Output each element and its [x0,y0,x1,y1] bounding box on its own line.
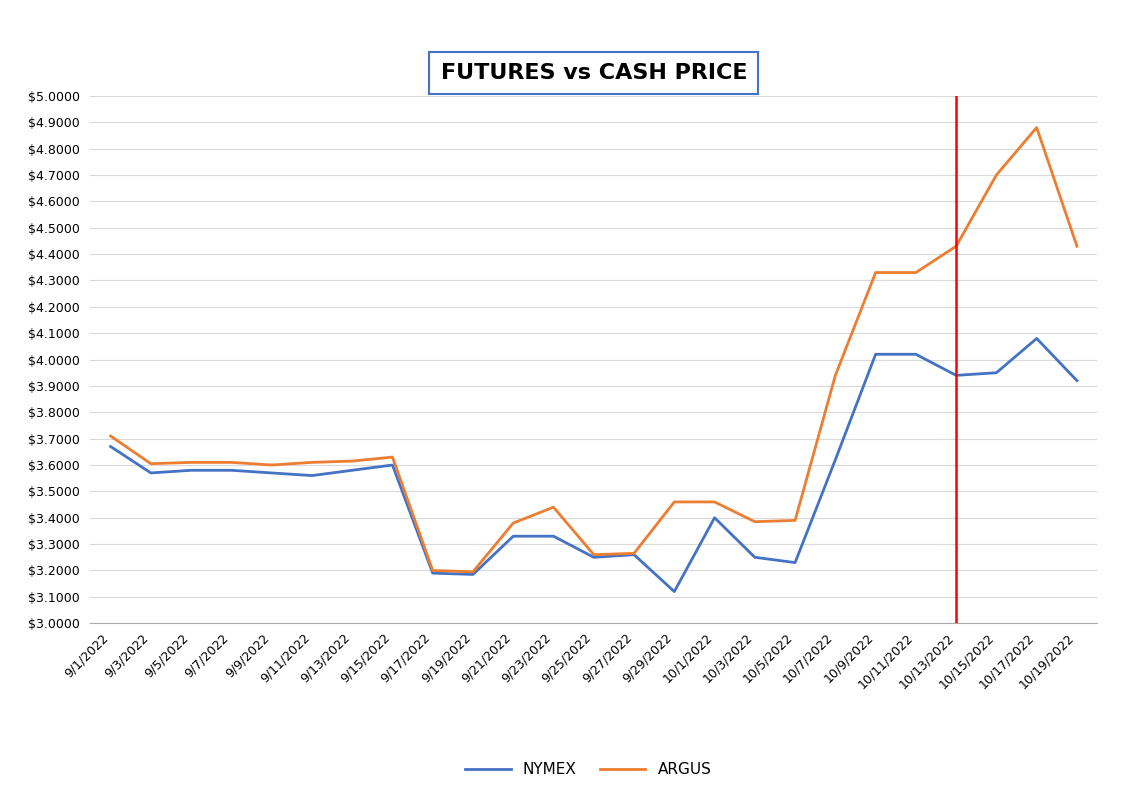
NYMEX [949,371,962,380]
ARGUS [990,170,1003,180]
ARGUS [546,503,560,512]
Title: FUTURES vs CASH PRICE: FUTURES vs CASH PRICE [441,63,746,83]
ARGUS [909,268,923,277]
ARGUS [667,497,681,507]
NYMEX [667,586,681,596]
NYMEX [265,468,278,478]
Line: NYMEX: NYMEX [111,339,1077,591]
NYMEX [507,531,520,541]
NYMEX [628,550,641,559]
NYMEX [305,471,319,480]
ARGUS [265,460,278,470]
NYMEX [386,460,399,470]
NYMEX [466,570,480,579]
NYMEX [546,531,560,541]
ARGUS [104,431,118,441]
ARGUS [1030,123,1044,133]
Line: ARGUS: ARGUS [111,128,1077,572]
ARGUS [144,459,157,468]
ARGUS [1070,241,1083,251]
ARGUS [788,515,802,525]
ARGUS [184,458,198,467]
NYMEX [990,368,1003,378]
Legend: NYMEX, ARGUS: NYMEX, ARGUS [458,756,718,783]
ARGUS [829,371,843,380]
ARGUS [426,566,440,575]
ARGUS [386,452,399,462]
NYMEX [748,553,761,562]
ARGUS [507,519,520,528]
ARGUS [628,549,641,559]
NYMEX [1070,376,1083,385]
NYMEX [144,468,157,478]
NYMEX [869,349,882,359]
ARGUS [466,567,480,577]
ARGUS [708,497,722,507]
NYMEX [104,442,118,451]
NYMEX [426,568,440,578]
ARGUS [869,268,882,277]
NYMEX [1030,334,1044,344]
ARGUS [949,241,962,251]
NYMEX [587,553,601,562]
NYMEX [829,455,843,464]
NYMEX [909,349,923,359]
NYMEX [345,466,359,475]
NYMEX [788,558,802,567]
NYMEX [184,466,198,475]
ARGUS [345,456,359,466]
NYMEX [225,466,239,475]
ARGUS [305,458,319,467]
ARGUS [748,517,761,527]
ARGUS [587,550,601,559]
ARGUS [225,458,239,467]
NYMEX [708,513,722,523]
